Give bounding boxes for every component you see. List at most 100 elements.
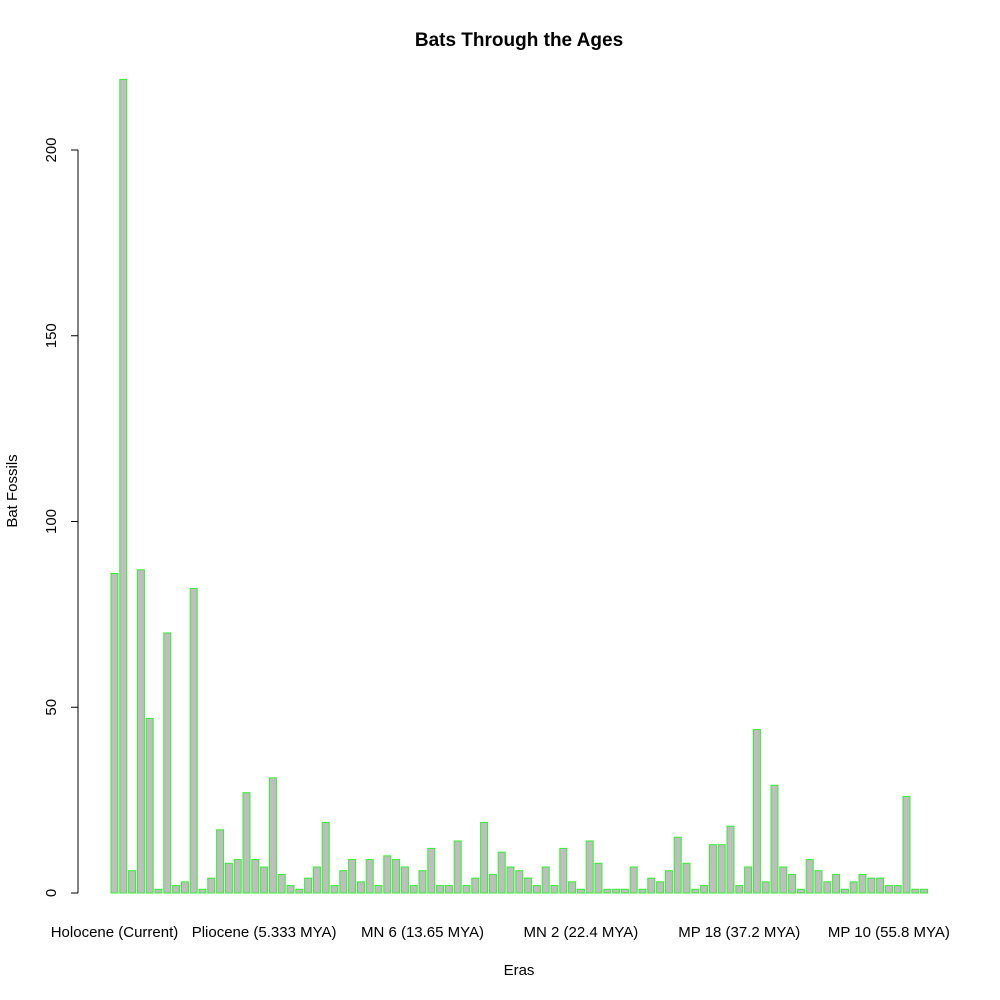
- y-axis-label: Bat Fossils: [4, 454, 21, 527]
- bar: [603, 888, 612, 894]
- bar: [180, 881, 189, 894]
- bar: [735, 885, 744, 894]
- bar: [163, 632, 172, 894]
- bar: [673, 836, 682, 894]
- bar: [339, 870, 348, 894]
- bar: [224, 862, 233, 894]
- bar: [893, 885, 902, 894]
- bar: [612, 888, 621, 894]
- bar: [392, 859, 401, 894]
- chart-title: Bats Through the Ages: [415, 30, 623, 51]
- x-tick-label: MP 10 (55.8 MYA): [828, 924, 950, 941]
- y-axis: 0 50 100 150 200: [43, 137, 79, 897]
- bar: [506, 866, 515, 894]
- bar: [260, 866, 269, 894]
- bar: [814, 870, 823, 894]
- bar: [796, 888, 805, 894]
- bar: [400, 866, 409, 894]
- bar: [752, 729, 761, 894]
- bar: [638, 888, 647, 894]
- bar: [330, 885, 339, 894]
- bar: [383, 855, 392, 894]
- bar: [576, 888, 585, 894]
- bar: [515, 870, 524, 894]
- bar: [268, 777, 277, 894]
- y-tick-label: 0: [43, 889, 60, 897]
- x-tick-label: MN 6 (13.65 MYA): [361, 924, 484, 941]
- bar: [858, 873, 867, 894]
- bar: [629, 866, 638, 894]
- bar: [550, 885, 559, 894]
- bar: [920, 888, 929, 894]
- bar: [568, 881, 577, 894]
- bar: [620, 888, 629, 894]
- bar: [708, 844, 717, 894]
- bar: [207, 877, 216, 894]
- bar: [356, 881, 365, 894]
- bar: [664, 870, 673, 894]
- bar: [216, 829, 225, 894]
- bar: [770, 784, 779, 894]
- bars: [110, 78, 929, 894]
- x-tick-label: MN 2 (22.4 MYA): [524, 924, 639, 941]
- bar: [902, 795, 911, 894]
- x-tick-label: MP 18 (37.2 MYA): [678, 924, 800, 941]
- x-tick-label: Pliocene (5.333 MYA): [192, 924, 337, 941]
- bar: [119, 78, 128, 894]
- bar: [321, 821, 330, 894]
- x-axis-label: Eras: [504, 962, 535, 979]
- bar: [884, 885, 893, 894]
- y-tick-label: 50: [43, 699, 60, 716]
- bar: [128, 870, 137, 894]
- bar: [304, 877, 313, 894]
- bar: [647, 877, 656, 894]
- bar: [594, 862, 603, 894]
- bar: [717, 844, 726, 894]
- bar: [436, 885, 445, 894]
- bar: [779, 866, 788, 894]
- bar: [788, 873, 797, 894]
- bar: [761, 881, 770, 894]
- y-tick-label: 200: [43, 137, 60, 162]
- bar: [154, 888, 163, 894]
- bar: [541, 866, 550, 894]
- bar: [867, 877, 876, 894]
- bar: [444, 885, 453, 894]
- bar: [532, 885, 541, 894]
- bar: [427, 847, 436, 894]
- bar: [233, 859, 242, 894]
- bar: [251, 859, 260, 894]
- x-tick-labels: Holocene (Current) Pliocene (5.333 MYA) MN…: [51, 924, 950, 941]
- bar: [840, 888, 849, 894]
- bar: [172, 885, 181, 894]
- bar: [700, 885, 709, 894]
- bar: [691, 888, 700, 894]
- bar: [198, 888, 207, 894]
- bar: [286, 885, 295, 894]
- bar: [189, 587, 198, 894]
- bar: [559, 847, 568, 894]
- bar: [418, 870, 427, 894]
- bar: [348, 859, 357, 894]
- bar: [312, 866, 321, 894]
- bar: [462, 885, 471, 894]
- bar: [656, 881, 665, 894]
- bar: [471, 877, 480, 894]
- bar: [374, 885, 383, 894]
- y-tick-label: 150: [43, 323, 60, 348]
- bar: [805, 859, 814, 894]
- bar: [726, 825, 735, 894]
- bar: [480, 821, 489, 894]
- bar: [524, 877, 533, 894]
- bar: [585, 840, 594, 894]
- bar: [145, 717, 154, 894]
- bar: [409, 885, 418, 894]
- bar: [242, 792, 251, 894]
- bar: [823, 881, 832, 894]
- bar: [365, 859, 374, 894]
- bar: [136, 569, 145, 894]
- bar: [295, 888, 304, 894]
- bar: [110, 573, 119, 894]
- bar: [488, 873, 497, 894]
